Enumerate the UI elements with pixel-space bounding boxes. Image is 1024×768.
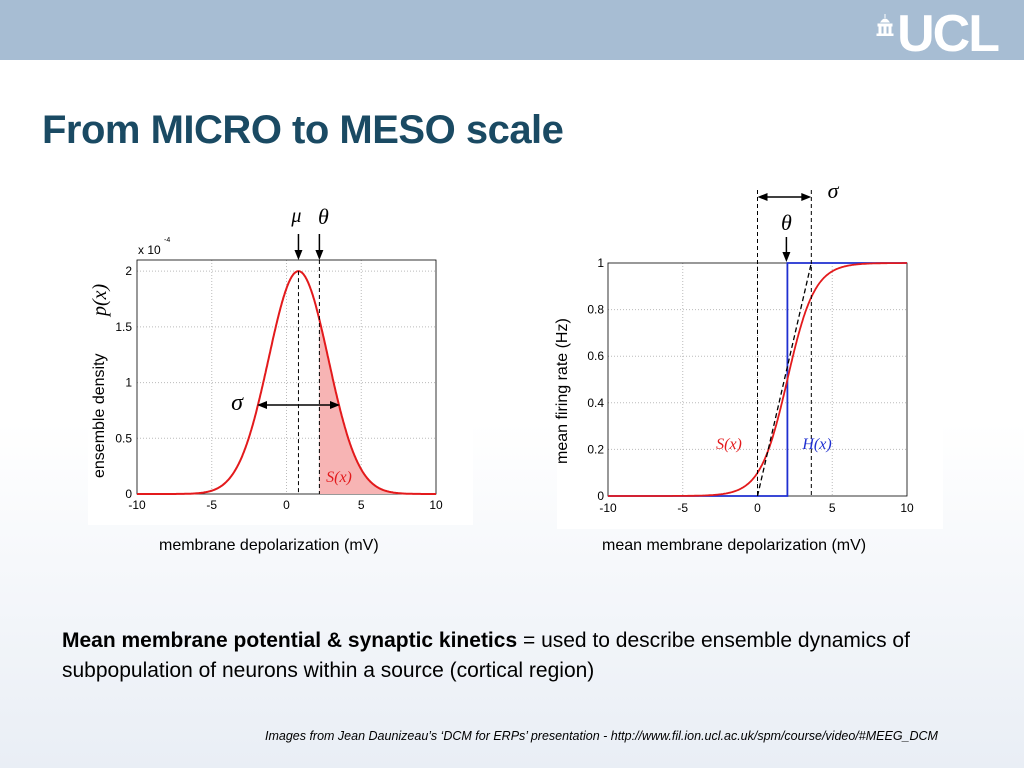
shaded-area: [319, 319, 436, 494]
y-tick-label: 0.4: [587, 396, 604, 410]
x-tick-label: 10: [429, 498, 443, 512]
sigma-arrow-right-head: [801, 193, 812, 201]
y-tick-label: 1: [597, 256, 604, 270]
body-bold-term: Mean membrane potential & synaptic kinet…: [62, 629, 518, 652]
y-tick-label: 0.5: [115, 431, 132, 445]
density-chart-panel: [88, 236, 473, 525]
x-tick-label: 10: [900, 501, 914, 515]
x-tick-label: 5: [829, 501, 836, 515]
y-tick-label: 0.6: [587, 349, 604, 363]
image-credit: Images from Jean Daunizeau’s ‘DCM for ER…: [265, 729, 938, 743]
y-tick-label: 0: [125, 487, 132, 501]
y-tick-label: 0.2: [587, 442, 604, 456]
sigma-label: σ: [231, 390, 244, 416]
scale-label: x 10: [138, 243, 161, 257]
x-tick-label: 0: [283, 498, 290, 512]
mu-label: μ: [290, 205, 301, 227]
y-tick-label: 0.8: [587, 303, 604, 317]
sigmoid-label: S(x): [716, 436, 742, 453]
theta-arrow-head: [782, 252, 791, 262]
header-bar: UCL: [0, 0, 1024, 60]
firing-chart-plot: -10 -5 0 5 10 0 0.2 0.4 0.6 0.8 1 mean firing rate …: [554, 178, 914, 515]
theta-arrow-head: [315, 250, 324, 260]
y-tick-label: 0: [597, 489, 604, 503]
plot-frame: [136, 259, 437, 495]
firing-chart-xlabel: mean membrane depolarization (mV): [602, 537, 867, 554]
y-axis-label: ensemble density: [91, 353, 108, 478]
theta-label: θ: [781, 210, 792, 235]
density-curve: [137, 270, 436, 495]
mu-arrow-head: [294, 250, 303, 260]
density-chart-plot: -10 -5 0 5 10 0 0.5 1 1.5 2 x 10-4 ensemble density…: [89, 204, 443, 512]
body-paragraph: Mean membrane potential & synaptic kinet…: [62, 626, 992, 686]
scale-exponent: -4: [164, 237, 170, 244]
portico-icon: [876, 14, 894, 36]
y-tick-label: 1.5: [115, 320, 132, 334]
body-definition: = used to describe ensemble dynamics of …: [62, 629, 910, 682]
ucl-logo: UCL: [876, 8, 1000, 60]
x-tick-label: 0: [754, 501, 761, 515]
sigma-label: σ: [828, 178, 840, 203]
sigma-arrow-left-head: [257, 401, 267, 409]
x-tick-label: 5: [358, 498, 365, 512]
sigma-arrow-left-head: [757, 193, 768, 201]
x-tick-label: -5: [677, 501, 688, 515]
theta-label: θ: [318, 204, 329, 229]
x-tick-label: -10: [128, 498, 146, 512]
slide-title: From MICRO to MESO scale: [42, 108, 564, 152]
shaded-area-label: S(x): [326, 469, 352, 486]
step-label: H(x): [801, 436, 831, 453]
x-tick-label: -5: [206, 498, 217, 512]
tangent-line: [756, 262, 812, 497]
y-tick-label: 1: [125, 376, 132, 390]
y-axis-math-label: p(x): [89, 283, 111, 318]
sigma-arrow-right-head: [330, 401, 340, 409]
x-tick-label: -10: [599, 501, 617, 515]
y-tick-label: 2: [125, 264, 132, 278]
density-chart-xlabel: membrane depolarization (mV): [159, 537, 379, 554]
y-axis-label: mean firing rate (Hz): [554, 318, 571, 464]
